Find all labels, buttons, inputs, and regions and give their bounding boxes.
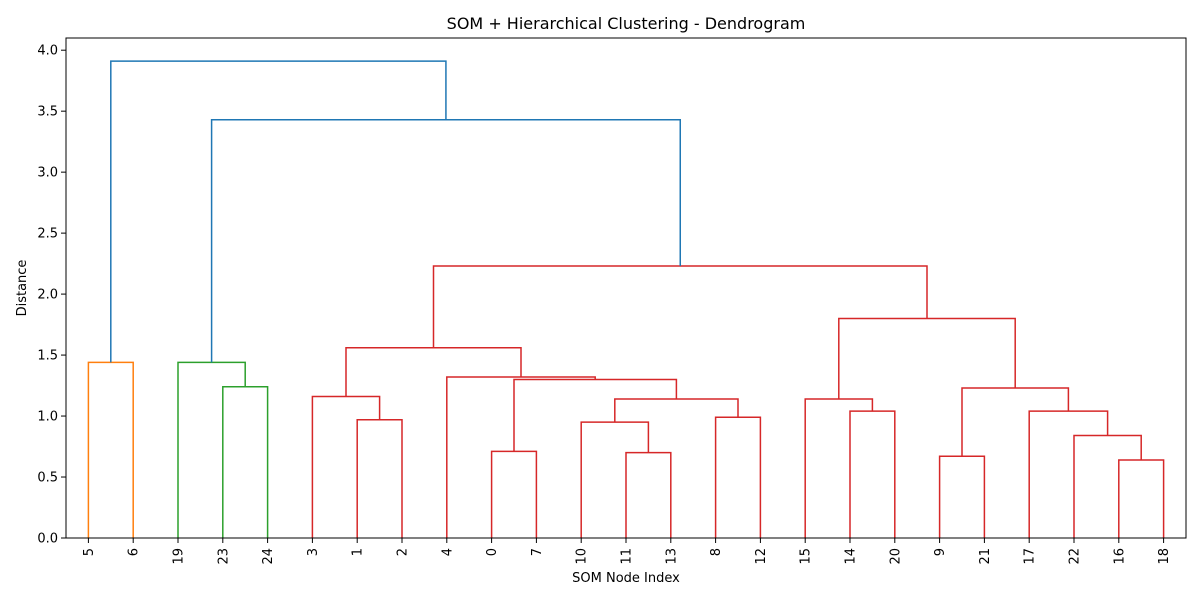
x-tick-label: 3 — [306, 548, 321, 556]
dendrogram-link-0 — [87, 361, 134, 538]
dendrogram-link-21 — [432, 265, 928, 348]
dendrogram-link-15 — [938, 455, 986, 538]
x-tick-label: 23 — [216, 548, 231, 565]
x-tick-label: 20 — [888, 548, 903, 565]
dendrogram-link-4 — [311, 395, 381, 538]
x-tick-label: 11 — [620, 548, 635, 565]
x-tick-label: 4 — [440, 548, 455, 556]
y-tick-label: 2.0 — [37, 288, 58, 303]
dendrogram-link-16 — [1118, 459, 1165, 538]
x-tick-label: 13 — [664, 548, 679, 565]
dendrogram-link-17 — [1073, 434, 1142, 538]
y-tick-label: 1.5 — [37, 349, 58, 364]
y-tick-label: 3.5 — [37, 105, 58, 120]
x-axis-label: SOM Node Index — [572, 571, 680, 586]
x-tick-label: 0 — [485, 548, 500, 556]
y-tick-label: 4.0 — [37, 44, 58, 59]
x-tick-label: 17 — [1023, 548, 1038, 565]
x-tick-label: 22 — [1068, 548, 1083, 565]
x-tick-label: 18 — [1157, 548, 1172, 565]
x-tick-label: 2 — [396, 548, 411, 556]
x-tick-label: 5 — [82, 548, 97, 556]
x-tick-label: 9 — [933, 548, 948, 556]
chart-title: SOM + Hierarchical Clustering - Dendrogr… — [447, 14, 806, 33]
dendrogram-link-9 — [614, 398, 739, 423]
dendrogram-link-11 — [446, 376, 596, 538]
y-axis: 0.0 0.5 1.0 1.5 2.0 2.5 3.0 3.5 4.0 — [37, 44, 66, 547]
dendrogram-link-23 — [110, 60, 447, 363]
dendrogram-link-6 — [625, 451, 672, 538]
dendrogram-link-10 — [513, 378, 678, 452]
y-tick-label: 0.5 — [37, 471, 58, 486]
x-tick-label: 6 — [127, 548, 142, 556]
dendrogram-link-20 — [838, 317, 1016, 399]
dendrogram-link-13 — [849, 410, 896, 538]
x-tick-label: 21 — [978, 548, 993, 565]
dendrogram-link-2 — [177, 361, 246, 538]
x-tick-label: 7 — [530, 548, 545, 556]
dendrogram-link-12 — [345, 347, 522, 397]
dendrogram-link-8 — [714, 416, 762, 538]
x-tick-label: 15 — [799, 548, 814, 565]
y-tick-label: 0.0 — [37, 532, 58, 547]
y-axis-label: Distance — [15, 260, 30, 317]
dendrogram-link-19 — [961, 387, 1070, 457]
x-tick-label: 19 — [172, 548, 187, 565]
y-tick-label: 3.0 — [37, 166, 58, 181]
x-tick-label: 16 — [1112, 548, 1127, 565]
dendrogram-link-22 — [210, 118, 681, 363]
dendrogram-link-1 — [222, 386, 269, 538]
dendrogram-link-18 — [1028, 410, 1109, 538]
dendrogram-link-7 — [580, 421, 650, 538]
x-tick-label: 24 — [261, 548, 276, 565]
x-tick-label: 1 — [351, 548, 366, 556]
y-tick-label: 1.0 — [37, 410, 58, 425]
x-axis: 5 6 19 23 24 3 1 2 4 0 7 10 11 13 8 12 15 14 20 9 21 17 22 16 18 — [82, 538, 1172, 565]
x-tick-label: 14 — [844, 548, 859, 565]
x-tick-label: 8 — [709, 548, 724, 556]
dendrogram-link-14 — [804, 398, 874, 538]
dendrogram-links — [87, 60, 1165, 538]
dendrogram-link-3 — [356, 418, 403, 538]
x-tick-label: 10 — [575, 548, 590, 565]
y-tick-label: 2.5 — [37, 227, 58, 242]
dendrogram-link-5 — [490, 450, 538, 538]
x-tick-label: 12 — [754, 548, 769, 565]
